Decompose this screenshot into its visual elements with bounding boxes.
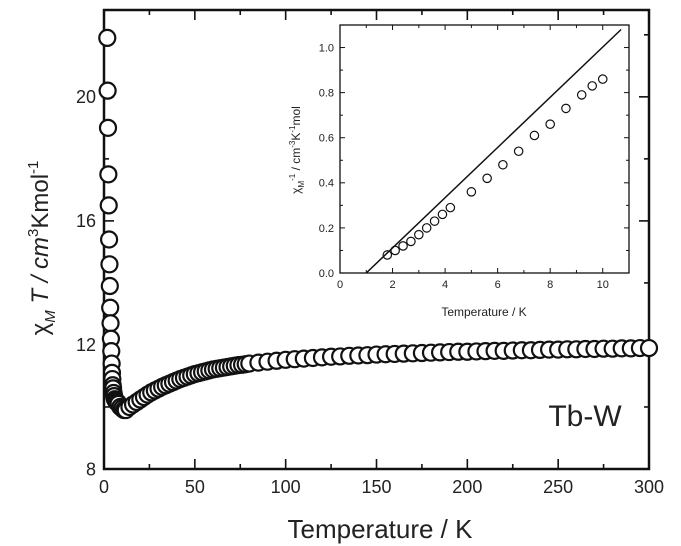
inset-series	[382, 74, 608, 260]
x-tick-label: 250	[543, 477, 573, 497]
main-y-chi: χ	[27, 322, 54, 335]
data-point	[98, 81, 117, 100]
data-point	[101, 298, 120, 317]
inset-y-mid: / cm	[289, 148, 303, 174]
data-point	[561, 103, 571, 114]
inset-fit-line	[365, 28, 622, 274]
data-point	[101, 314, 120, 333]
main-series	[98, 28, 659, 420]
y-tick-label: 0.0	[319, 268, 334, 280]
main-y-rest: Kmol	[27, 174, 54, 229]
y-tick-label: 8	[86, 459, 96, 479]
x-tick-label: 100	[271, 477, 301, 497]
inset-y-mid2: K	[289, 133, 303, 141]
y-tick-label: 0.2	[319, 223, 334, 235]
inset-y-axis-title: χM-1 / cm-3K-1mol	[288, 106, 306, 194]
y-tick-label: 0.8	[319, 87, 334, 99]
data-point	[398, 241, 408, 251]
data-point	[100, 276, 119, 296]
main-y-sup1: 3	[25, 229, 42, 237]
data-point	[597, 74, 608, 84]
inset-y-rest: mol	[289, 106, 303, 125]
inset-y-sup0: -1	[288, 173, 297, 181]
x-tick-label: 4	[442, 279, 448, 291]
y-tick-label: 1.0	[319, 42, 334, 54]
data-point	[421, 223, 432, 233]
data-point	[99, 230, 119, 249]
inset-y-sup1: -3	[288, 140, 297, 148]
data-point	[482, 173, 492, 184]
y-tick-label: 12	[76, 335, 96, 355]
data-point	[587, 81, 598, 91]
data-point	[513, 146, 524, 157]
inset-y-sub: M	[297, 181, 306, 188]
inset-ticks: 0 2 4 6 8 10 0.0 0.2 0.4 0.6 0.8 1.0	[319, 25, 629, 291]
main-y-sub: M	[42, 310, 59, 323]
data-point	[100, 255, 119, 274]
data-point	[429, 216, 440, 226]
main-y-sup2: -1	[25, 161, 42, 174]
main-x-axis-title: Temperature / K	[288, 514, 474, 544]
x-tick-label: 50	[185, 477, 205, 497]
data-point	[466, 187, 477, 197]
x-tick-label: 0	[337, 279, 343, 291]
x-tick-label: 200	[452, 477, 482, 497]
inset-y-sup2: -1	[288, 125, 297, 133]
y-tick-label: 16	[76, 211, 96, 231]
data-point	[576, 90, 587, 100]
inset-y-chi: χ	[289, 187, 303, 194]
data-point	[382, 250, 393, 260]
x-tick-label: 0	[99, 477, 109, 497]
y-tick-label: 0.4	[319, 178, 334, 190]
x-tick-label: 10	[597, 279, 609, 291]
sample-label: Tb-W	[548, 400, 622, 433]
y-tick-label: 0.6	[319, 133, 334, 145]
x-tick-label: 150	[361, 477, 391, 497]
data-point	[639, 338, 659, 358]
data-point	[529, 130, 540, 141]
main-y-mid: T / cm	[27, 237, 54, 310]
data-point	[406, 236, 416, 247]
data-point	[99, 165, 118, 184]
data-point	[414, 229, 424, 240]
data-point	[445, 202, 456, 213]
data-point	[99, 196, 118, 215]
data-point	[98, 28, 117, 48]
data-point	[437, 209, 448, 220]
inset-x-axis-title: Temperature / K	[441, 305, 526, 319]
x-tick-label: 2	[389, 279, 395, 291]
inset-plot-frame	[339, 24, 630, 274]
data-point	[498, 159, 508, 170]
main-y-axis-title: χM T / cm3Kmol-1	[25, 161, 59, 336]
data-point	[98, 118, 118, 137]
inset-plot: 0 2 4 6 8 10 0.0 0.2 0.4 0.6 0.8 1.0 Temperature / …	[288, 24, 630, 319]
x-tick-label: 300	[634, 477, 664, 497]
x-tick-label: 8	[547, 279, 553, 291]
y-tick-label: 20	[76, 87, 96, 107]
data-point	[545, 119, 555, 129]
x-tick-label: 6	[495, 279, 501, 291]
